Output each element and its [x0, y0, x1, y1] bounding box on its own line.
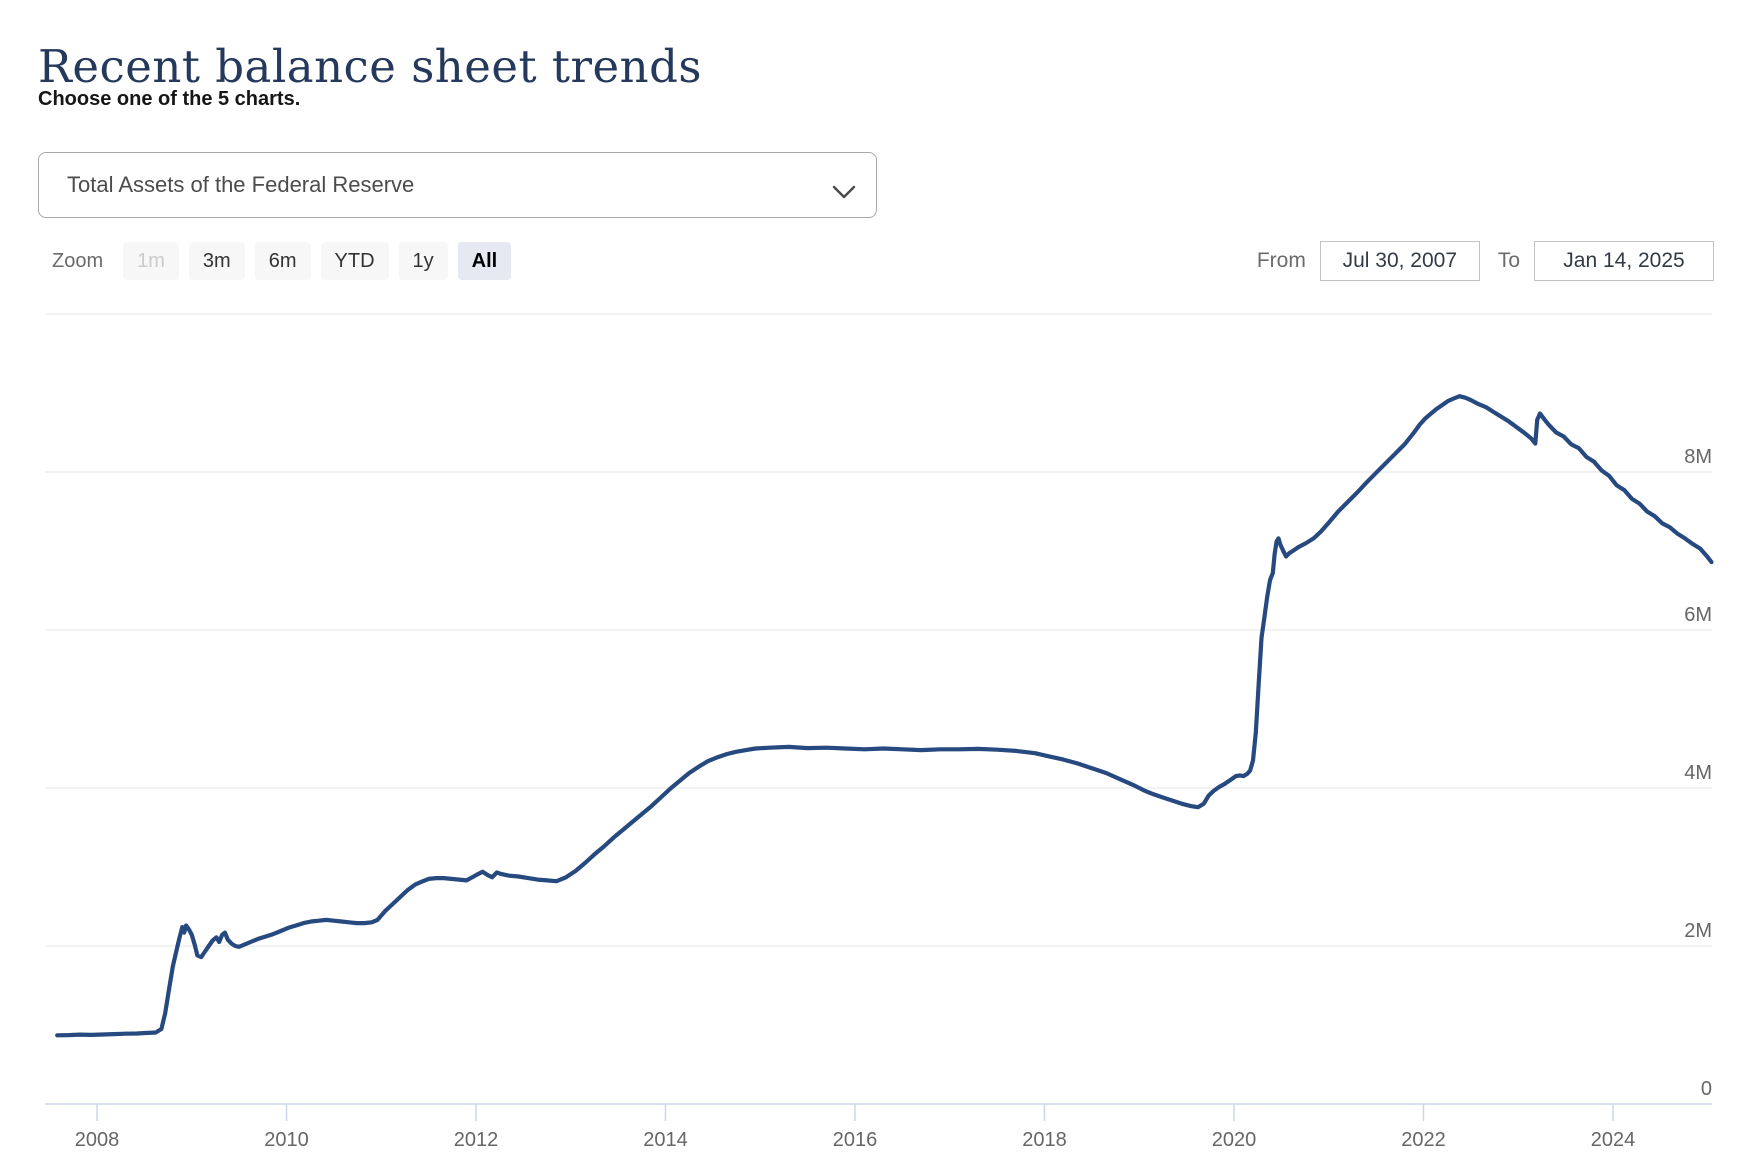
- y-axis-label: 4M: [1684, 762, 1712, 784]
- zoom-button-1y[interactable]: 1y: [398, 242, 448, 280]
- x-axis-label: 2010: [264, 1129, 309, 1151]
- to-date-input[interactable]: [1534, 241, 1714, 281]
- x-axis-label: 2012: [454, 1129, 499, 1151]
- page-subtitle: Choose one of the 5 charts.: [38, 88, 301, 110]
- x-axis-label: 2022: [1401, 1129, 1446, 1151]
- zoom-button-all[interactable]: All: [457, 242, 512, 280]
- from-date-input[interactable]: [1319, 241, 1480, 281]
- date-range-controls: From To: [1257, 240, 1714, 282]
- y-axis-label: 0: [1701, 1078, 1712, 1100]
- from-label: From: [1256, 249, 1306, 272]
- chevron-down-icon: [832, 179, 856, 205]
- zoom-button-ytd[interactable]: YTD: [320, 242, 389, 280]
- x-axis-label: 2016: [833, 1129, 878, 1151]
- x-axis-label: 2008: [75, 1129, 120, 1151]
- chart-select-value: Total Assets of the Federal Reserve: [67, 172, 415, 197]
- x-axis-label: 2024: [1591, 1129, 1636, 1151]
- x-axis-label: 2018: [1022, 1129, 1067, 1151]
- zoom-label: Zoom: [52, 249, 104, 272]
- zoom-button-6m[interactable]: 6m: [254, 242, 311, 280]
- to-label: To: [1497, 249, 1520, 272]
- series-line: [55, 394, 1714, 1038]
- zoom-button-3m[interactable]: 3m: [188, 242, 245, 280]
- y-axis-label: 6M: [1684, 604, 1712, 626]
- x-axis-label: 2020: [1212, 1129, 1257, 1151]
- zoom-range-selector: Zoom 1m 3m 6m YTD 1y All: [52, 241, 512, 281]
- x-axis-label: 2014: [643, 1129, 688, 1151]
- chart-select[interactable]: Total Assets of the Federal Reserve: [38, 152, 877, 218]
- zoom-button-1m: 1m: [123, 242, 179, 280]
- y-axis-label: 8M: [1684, 446, 1712, 468]
- y-axis-label: 2M: [1684, 920, 1712, 942]
- page-title: Recent balance sheet trends: [38, 40, 703, 94]
